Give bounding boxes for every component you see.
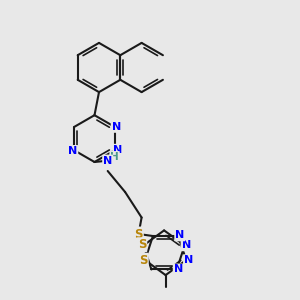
Text: N: N [103, 155, 112, 166]
Text: S: S [139, 254, 148, 267]
Text: N: N [113, 145, 122, 155]
Text: S: S [134, 227, 143, 241]
Text: N: N [68, 146, 77, 156]
Text: N: N [184, 255, 193, 265]
Text: N: N [112, 122, 121, 132]
Text: N: N [175, 230, 184, 240]
Text: N: N [182, 240, 191, 250]
Text: S: S [138, 238, 146, 251]
Text: H: H [110, 152, 119, 162]
Text: N: N [174, 265, 183, 275]
